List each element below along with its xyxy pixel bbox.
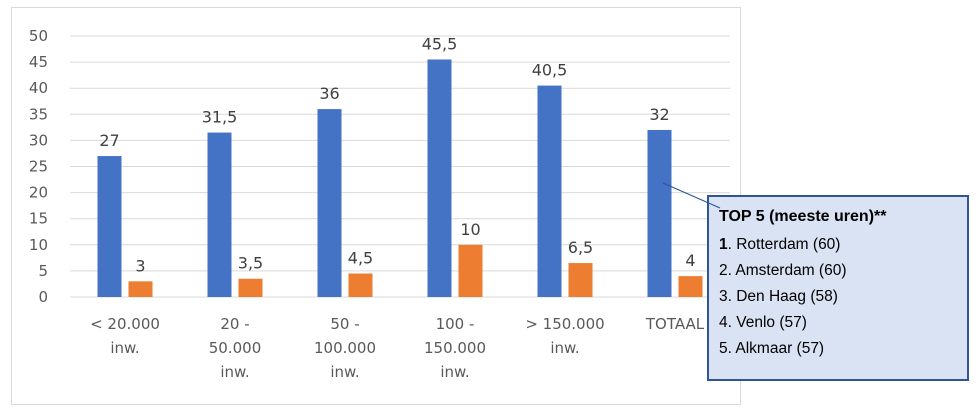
callout-item: 5. Alkmaar (57) xyxy=(719,336,967,362)
callout-item-rank: 5 xyxy=(719,340,728,357)
y-tick-label: 15 xyxy=(29,210,48,228)
callout-item-rank: 4 xyxy=(719,314,728,331)
bar xyxy=(568,263,593,297)
top5-callout: TOP 5 (meeste uren)** 1. Rotterdam (60) 2… xyxy=(707,195,969,381)
data-label: 3 xyxy=(135,256,145,275)
y-tick-label: 40 xyxy=(29,79,48,97)
y-tick-label: 35 xyxy=(29,105,48,123)
bar xyxy=(238,278,263,297)
data-label: 31,5 xyxy=(202,108,238,127)
callout-item-text: . Venlo (57) xyxy=(727,314,807,331)
bar xyxy=(317,109,342,297)
callout-item: 3. Den Haag (58) xyxy=(719,284,967,310)
x-category-label: 50 - xyxy=(330,315,359,333)
callout-item-text: . Den Haag (58) xyxy=(727,288,838,305)
data-label: 4 xyxy=(685,251,695,270)
callout-item-text: . Amsterdam (60) xyxy=(727,262,847,279)
data-label: 10 xyxy=(460,220,480,239)
x-category-label: 50.000 xyxy=(209,339,262,357)
callout-item-text: . Alkmaar (57) xyxy=(727,340,825,357)
callout-item-rank: 2 xyxy=(719,262,728,279)
x-category-label: < 20.000 xyxy=(90,315,160,333)
callout-list: 1. Rotterdam (60) 2. Amsterdam (60) 3. Den… xyxy=(719,232,967,362)
callout-item-rank: 1 xyxy=(719,236,728,253)
bar xyxy=(97,156,122,297)
callout-item: 2. Amsterdam (60) xyxy=(719,258,967,284)
x-category-label: 20 - xyxy=(220,315,249,333)
x-category-label: 150.000 xyxy=(424,339,486,357)
x-category-label: inw. xyxy=(110,339,139,357)
y-tick-label: 5 xyxy=(38,262,48,280)
y-tick-label: 30 xyxy=(29,131,48,149)
callout-item: 1. Rotterdam (60) xyxy=(719,232,967,258)
y-tick-label: 10 xyxy=(29,236,48,254)
callout-item-rank: 3 xyxy=(719,288,728,305)
callout-title: TOP 5 (meeste uren)** xyxy=(719,208,887,225)
y-tick-label: 50 xyxy=(29,27,48,45)
data-label: 6,5 xyxy=(568,238,593,257)
bar xyxy=(207,132,232,297)
data-label: 3,5 xyxy=(238,254,263,273)
x-category-label: inw. xyxy=(330,363,359,381)
bar xyxy=(458,244,483,297)
x-category-label: 100 - xyxy=(436,315,475,333)
callout-item: 4. Venlo (57) xyxy=(719,310,967,336)
x-category-label: TOTAAL xyxy=(645,315,705,333)
x-category-label: inw. xyxy=(550,339,579,357)
data-label: 36 xyxy=(319,84,339,103)
data-label: 40,5 xyxy=(532,61,568,80)
bar xyxy=(348,273,373,297)
x-category-label: inw. xyxy=(440,363,469,381)
data-label: 32 xyxy=(649,105,669,124)
y-tick-label: 0 xyxy=(38,288,48,306)
y-tick-label: 20 xyxy=(29,184,48,202)
bar xyxy=(537,85,562,297)
bar xyxy=(678,276,703,297)
bar xyxy=(647,129,672,297)
chart-area: 0 5 10 15 20 25 30 35 40 45 50 27 31,5 36 45,5 40,5 32 3 3… xyxy=(11,7,741,405)
y-tick-label: 25 xyxy=(29,158,48,176)
callout-item-text: . Rotterdam (60) xyxy=(727,236,841,253)
bar xyxy=(427,59,452,297)
data-label: 27 xyxy=(99,131,119,150)
x-category-label: > 150.000 xyxy=(525,315,604,333)
x-category-label: 100.000 xyxy=(314,339,376,357)
data-label: 45,5 xyxy=(422,34,458,53)
data-label: 4,5 xyxy=(348,249,373,268)
y-tick-label: 45 xyxy=(29,53,48,71)
x-category-label: inw. xyxy=(220,363,249,381)
bar xyxy=(128,281,153,297)
